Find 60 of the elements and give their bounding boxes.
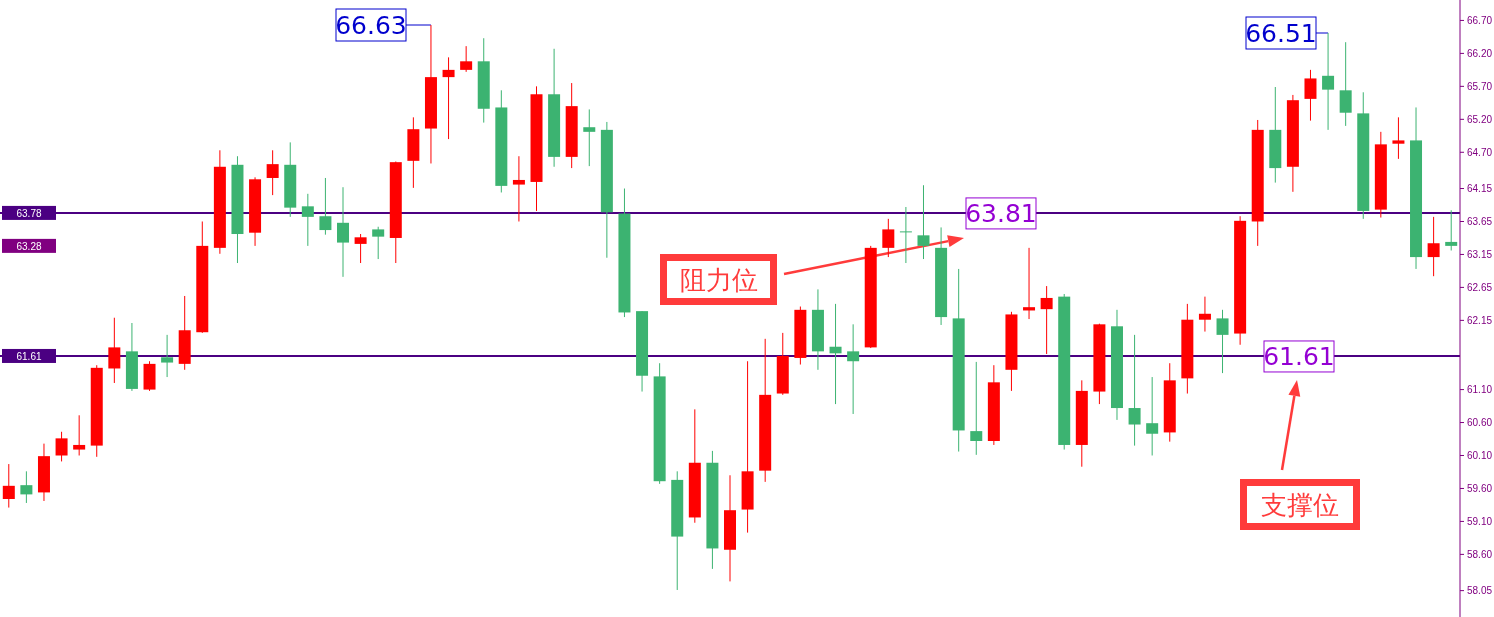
y-tick-label: 64.70: [1467, 146, 1493, 158]
candlestick: [20, 470, 33, 504]
candlestick: [970, 361, 983, 456]
ref-line-label: 61.61: [16, 350, 42, 362]
candlestick: [319, 177, 332, 236]
candlestick: [301, 193, 314, 247]
annotation: 支撑位: [1261, 489, 1339, 520]
candlestick: [442, 56, 455, 140]
y-tick-label: 59.10: [1467, 515, 1493, 527]
candlestick: [1304, 69, 1317, 122]
y-tick-label: 61.10: [1467, 384, 1493, 396]
candlestick: [1146, 376, 1159, 456]
candlestick: [1216, 309, 1229, 374]
candlestick: [1427, 216, 1440, 277]
y-tick-label: 66.20: [1467, 47, 1493, 59]
y-tick-label: 63.15: [1467, 248, 1493, 260]
annotation: 61.61: [1263, 342, 1335, 372]
candlestick: [460, 45, 473, 73]
y-tick-label: 60.60: [1467, 417, 1493, 429]
annotation: 63.28: [16, 240, 42, 252]
candlestick: [1445, 209, 1458, 251]
y-tick-label: 62.15: [1467, 314, 1493, 326]
candlestick: [1128, 334, 1141, 447]
annotation: 63.81: [965, 199, 1037, 229]
y-tick-label: 65.20: [1467, 113, 1493, 125]
candlestick: [847, 323, 860, 415]
y-tick-label: 63.65: [1467, 215, 1493, 227]
candlestick: [108, 317, 121, 384]
candlestick: [372, 226, 385, 260]
candlestick: [882, 218, 895, 258]
candlestick: [266, 149, 279, 196]
candlestick: [73, 414, 86, 456]
candlestick: [161, 334, 174, 378]
candlestick: [1322, 32, 1335, 131]
y-tick-label: 59.60: [1467, 482, 1493, 494]
candlestick: [917, 184, 930, 260]
candlestick: [354, 233, 367, 264]
candlestick: [829, 303, 842, 405]
candlestick: [55, 431, 68, 462]
ref-line-label: 63.78: [16, 207, 42, 219]
candlestick: [1040, 285, 1053, 355]
candlestick: [512, 155, 525, 222]
candlestick: [337, 186, 350, 278]
candlestick: [1339, 41, 1352, 127]
y-tick-label: 58.60: [1467, 548, 1493, 560]
candlestick: [1392, 116, 1405, 160]
y-tick-label: 66.70: [1467, 14, 1493, 26]
candlestick: [1023, 247, 1036, 320]
annotation: 66.51: [1245, 19, 1317, 48]
y-tick-label: 64.15: [1467, 183, 1493, 195]
annotation: 阻力位: [679, 264, 758, 295]
annotation: 66.63: [335, 11, 407, 40]
candlestick: [899, 206, 912, 264]
candlestick: [583, 108, 596, 167]
y-tick-label: 60.10: [1467, 450, 1493, 461]
candlestick: [1198, 296, 1211, 333]
y-tick-label: 58.05: [1467, 585, 1493, 597]
y-tick-label: 62.65: [1467, 281, 1493, 293]
y-tick-label: 65.70: [1467, 80, 1493, 92]
candlestick: [2, 463, 15, 509]
